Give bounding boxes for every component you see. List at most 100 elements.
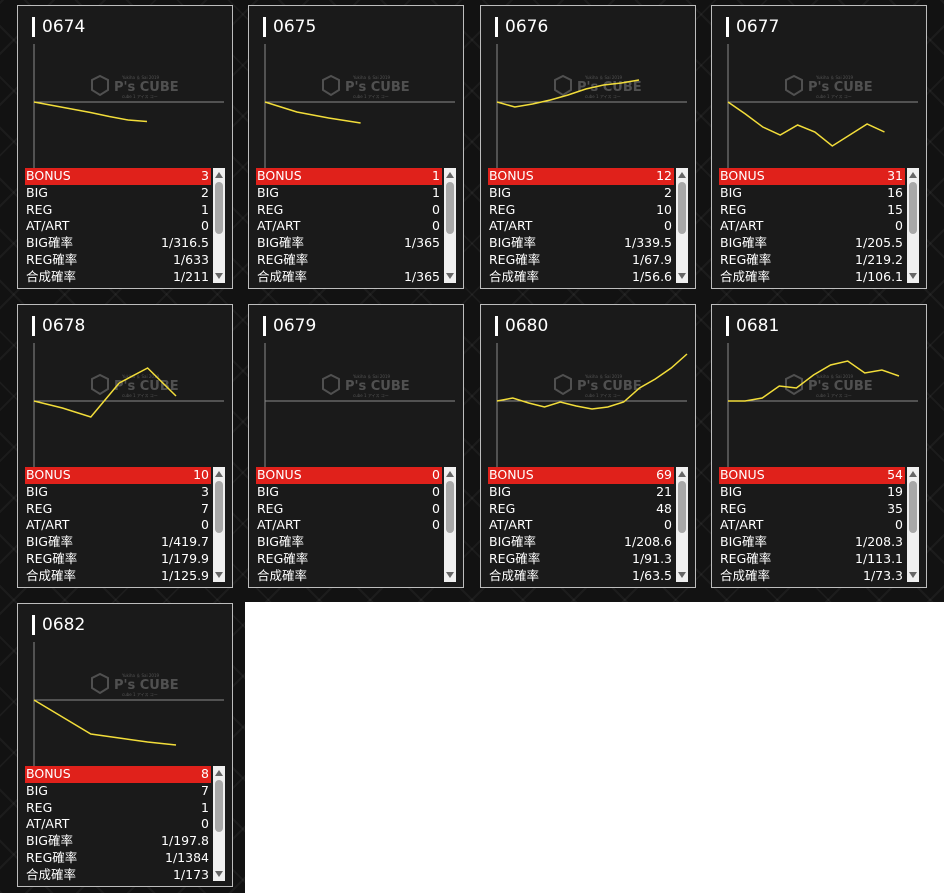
machine-card[interactable]: 0677 P's CUBE Yukiha ＆ Sai 2019 cube 1 アイス … xyxy=(711,5,927,289)
reg-row: REG 10 xyxy=(488,202,674,219)
stat-label: BIG xyxy=(257,483,279,499)
stats-scrollbar[interactable] xyxy=(676,467,688,582)
stat-value: 1/1384 xyxy=(165,849,209,865)
stats-scrollbar[interactable] xyxy=(213,766,225,881)
reg-prob-row: REG確率 1/67.9 xyxy=(488,252,674,269)
stat-label: BIG xyxy=(489,184,511,200)
machine-card[interactable]: 0682 P's CUBE Yukiha ＆ Sai 2019 cube 1 アイス … xyxy=(17,603,233,887)
scroll-up-arrow-icon[interactable] xyxy=(678,471,686,477)
machine-card[interactable]: 0675 P's CUBE Yukiha ＆ Sai 2019 cube 1 アイス … xyxy=(248,5,464,289)
watermark-sub-text: cube 1 アイス コー xyxy=(585,94,621,99)
card-header: 0674 xyxy=(32,16,85,38)
stat-label: BIG確率 xyxy=(26,534,73,550)
reg-prob-row: REG確率 1/1384 xyxy=(25,850,211,867)
scroll-down-arrow-icon[interactable] xyxy=(215,273,223,279)
stat-value: 16 xyxy=(887,184,903,200)
atart-row: AT/ART 0 xyxy=(25,816,211,833)
scroll-up-arrow-icon[interactable] xyxy=(215,471,223,477)
scroll-up-arrow-icon[interactable] xyxy=(678,172,686,178)
stats-scrollbar[interactable] xyxy=(444,467,456,582)
stat-value: 1/113.1 xyxy=(855,550,903,566)
scroll-thumb[interactable] xyxy=(215,182,223,234)
machine-card[interactable]: 0679 P's CUBE Yukiha ＆ Sai 2019 cube 1 アイス … xyxy=(248,304,464,588)
card-header: 0679 xyxy=(263,315,316,337)
bonus-row: BONUS 1 xyxy=(256,168,442,185)
stat-label: AT/ART xyxy=(720,517,764,533)
scroll-down-arrow-icon[interactable] xyxy=(909,572,917,578)
scroll-thumb[interactable] xyxy=(909,182,917,234)
bonus-row: BONUS 10 xyxy=(25,467,211,484)
stat-value: 0 xyxy=(201,218,209,234)
scroll-up-arrow-icon[interactable] xyxy=(446,471,454,477)
scroll-down-arrow-icon[interactable] xyxy=(909,273,917,279)
scroll-down-arrow-icon[interactable] xyxy=(678,273,686,279)
header-bar-icon xyxy=(495,17,498,37)
stats-scrollbar[interactable] xyxy=(907,467,919,582)
bonus-stats-list: BONUS 1 BIG 1 REG 0 AT/ART 0 BIG確率 1/365 REG確率 合成確率… xyxy=(256,168,442,284)
stat-value: 1 xyxy=(432,184,440,200)
scroll-thumb[interactable] xyxy=(446,481,454,533)
scroll-up-arrow-icon[interactable] xyxy=(909,172,917,178)
stats-scrollbar[interactable] xyxy=(907,168,919,283)
scroll-thumb[interactable] xyxy=(909,481,917,533)
scroll-thumb[interactable] xyxy=(678,481,686,533)
bonus-stats-list: BONUS 54 BIG 19 REG 35 AT/ART 0 BIG確率 1/208.3 REG確… xyxy=(719,467,905,583)
big-row: BIG 3 xyxy=(25,484,211,501)
atart-row: AT/ART 0 xyxy=(719,218,905,235)
scroll-down-arrow-icon[interactable] xyxy=(446,572,454,578)
bonus-stats-list: BONUS 8 BIG 7 REG 1 AT/ART 0 BIG確率 1/197.8 REG確率 1/… xyxy=(25,766,211,882)
stat-label: BIG確率 xyxy=(26,833,73,849)
stat-label: BIG xyxy=(26,184,48,200)
bonus-stats-list: BONUS 3 BIG 2 REG 1 AT/ART 0 BIG確率 1/316.5 REG確率 1/… xyxy=(25,168,211,284)
scroll-up-arrow-icon[interactable] xyxy=(215,172,223,178)
stat-label: 合成確率 xyxy=(26,268,77,284)
machine-number: 0677 xyxy=(736,17,780,37)
machine-card[interactable]: 0681 P's CUBE Yukiha ＆ Sai 2019 cube 1 アイス … xyxy=(711,304,927,588)
stat-label: BONUS xyxy=(720,467,765,482)
stat-value: 19 xyxy=(887,483,903,499)
watermark-sub-text: cube 1 アイス コー xyxy=(585,393,621,398)
watermark-brand: P's CUBE xyxy=(577,80,642,95)
bonus-stats-list: BONUS 10 BIG 3 REG 7 AT/ART 0 BIG確率 1/419.7 REG確率 1… xyxy=(25,467,211,583)
stats-scrollbar[interactable] xyxy=(676,168,688,283)
header-bar-icon xyxy=(263,17,266,37)
trend-line xyxy=(264,101,361,124)
machine-card[interactable]: 0674 P's CUBE Yukiha ＆ Sai 2019 cube 1 アイス … xyxy=(17,5,233,289)
header-bar-icon xyxy=(726,17,729,37)
stats-scrollbar[interactable] xyxy=(213,168,225,283)
watermark-sub-text: cube 1 アイス コー xyxy=(122,393,158,398)
header-bar-icon xyxy=(32,615,35,635)
stat-value: 1 xyxy=(201,201,209,217)
stat-label: BONUS xyxy=(257,467,302,482)
scroll-thumb[interactable] xyxy=(678,182,686,234)
scroll-up-arrow-icon[interactable] xyxy=(446,172,454,178)
watermark-brand: P's CUBE xyxy=(114,80,179,95)
scroll-down-arrow-icon[interactable] xyxy=(215,871,223,877)
watermark-sub-text: cube 1 アイス コー xyxy=(816,393,852,398)
scroll-thumb[interactable] xyxy=(446,182,454,234)
scroll-thumb[interactable] xyxy=(215,780,223,832)
machine-card[interactable]: 0678 P's CUBE Yukiha ＆ Sai 2019 cube 1 アイス … xyxy=(17,304,233,588)
scroll-down-arrow-icon[interactable] xyxy=(446,273,454,279)
stat-label: BIG xyxy=(26,483,48,499)
scroll-thumb[interactable] xyxy=(215,481,223,533)
scroll-up-arrow-icon[interactable] xyxy=(909,471,917,477)
header-bar-icon xyxy=(726,316,729,336)
big-prob-row: BIG確率 1/419.7 xyxy=(25,534,211,551)
stat-value: 0 xyxy=(895,218,903,234)
stat-label: REG確率 xyxy=(720,550,772,566)
machine-card[interactable]: 0680 P's CUBE Yukiha ＆ Sai 2019 cube 1 アイス … xyxy=(480,304,696,588)
stats-scrollbar[interactable] xyxy=(444,168,456,283)
machine-number: 0682 xyxy=(42,615,86,635)
trend-graph: P's CUBE Yukiha ＆ Sai 2019 cube 1 アイス コー xyxy=(481,44,695,168)
trend-graph: P's CUBE Yukiha ＆ Sai 2019 cube 1 アイス コー xyxy=(249,343,463,467)
stat-label: AT/ART xyxy=(26,517,70,533)
stat-value: 12 xyxy=(656,168,672,183)
stat-value: 1/73.3 xyxy=(863,567,903,583)
scroll-down-arrow-icon[interactable] xyxy=(678,572,686,578)
stats-scrollbar[interactable] xyxy=(213,467,225,582)
machine-card[interactable]: 0676 P's CUBE Yukiha ＆ Sai 2019 cube 1 アイス … xyxy=(480,5,696,289)
scroll-down-arrow-icon[interactable] xyxy=(215,572,223,578)
scroll-up-arrow-icon[interactable] xyxy=(215,770,223,776)
